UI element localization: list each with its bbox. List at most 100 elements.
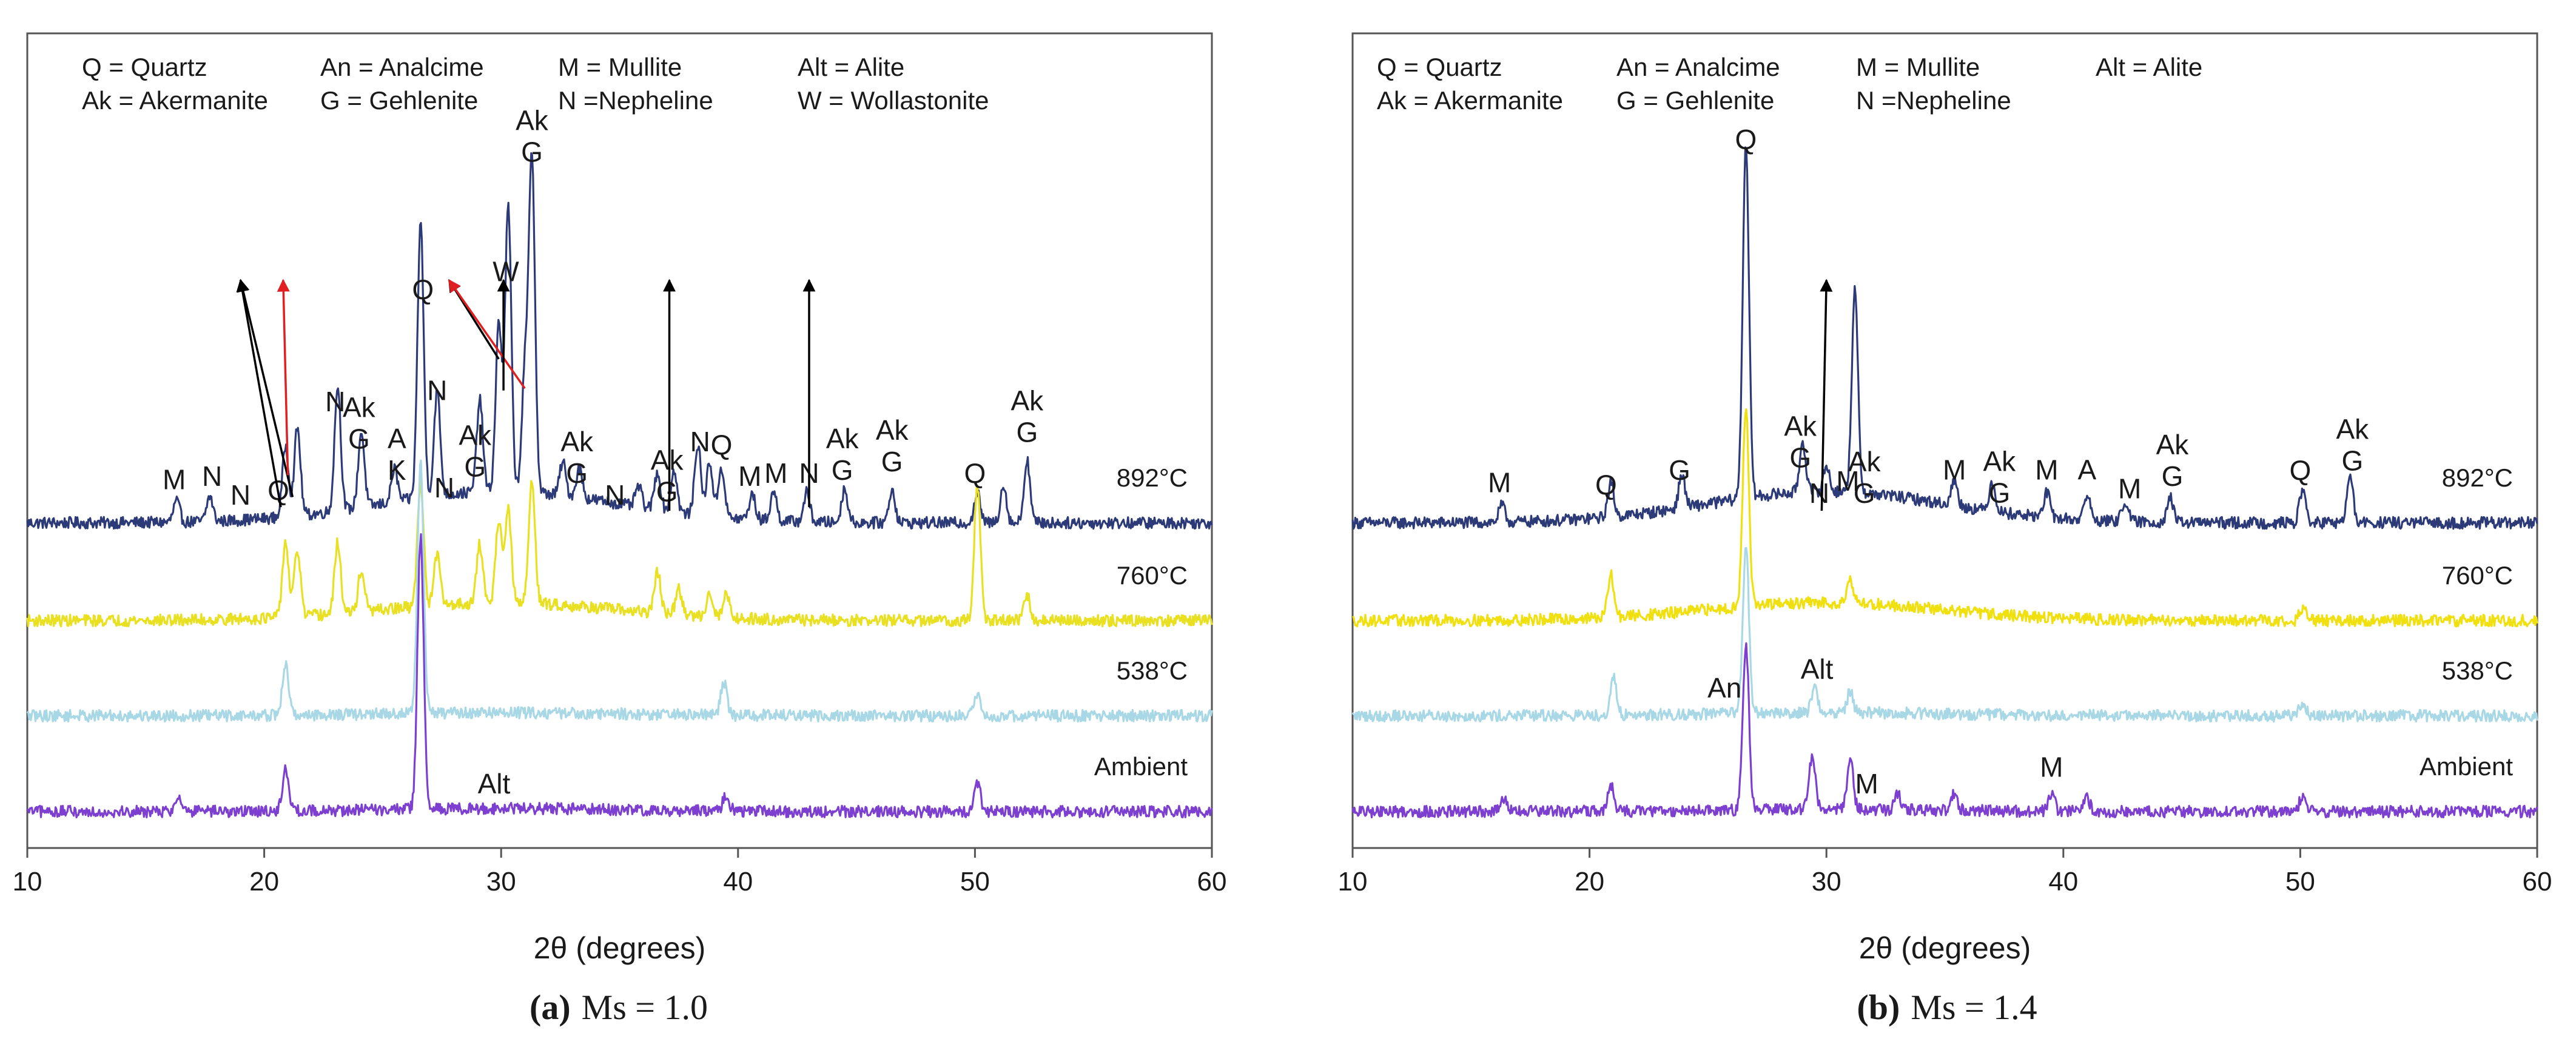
phase-label: G bbox=[2162, 460, 2184, 492]
phase-label: G bbox=[881, 446, 903, 477]
phase-label: An bbox=[1707, 672, 1741, 704]
annotation-arrow bbox=[237, 278, 294, 497]
legend-entry: W = Wollastonite bbox=[798, 86, 989, 115]
phase-label: M bbox=[163, 463, 186, 495]
legend-entry: An = Analcime bbox=[320, 53, 484, 81]
phase-label: A bbox=[388, 423, 406, 454]
x-tick-label: 40 bbox=[2048, 867, 2078, 897]
phase-label: N bbox=[434, 472, 454, 503]
x-tick-label: 60 bbox=[2523, 867, 2552, 897]
chart-panel-b: 10 20 30 40 50 60 2θ (degrees) (b) Ms = 1.4 Q = Q… bbox=[1338, 32, 2552, 1027]
legend-entry: Q = Quartz bbox=[1377, 53, 1502, 81]
phase-label: Ak bbox=[1848, 446, 1882, 477]
phase-label: Alt bbox=[478, 768, 511, 799]
phase-label: N bbox=[325, 386, 345, 417]
phase-label: Q bbox=[2290, 454, 2312, 486]
phase-label: N bbox=[202, 460, 222, 492]
x-tick-label: 20 bbox=[1575, 867, 1604, 897]
phase-label: Q bbox=[1735, 124, 1757, 155]
phase-label: M bbox=[764, 457, 787, 489]
figure-caption: (a) Ms = 1.0 bbox=[530, 988, 708, 1027]
series-line-538c bbox=[1351, 547, 2538, 723]
phase-label: M bbox=[2118, 473, 2141, 504]
caption-text: Ms = 1.4 bbox=[1911, 988, 2037, 1027]
series-label: 538°C bbox=[1117, 656, 1188, 685]
caption-label: (b) bbox=[1857, 988, 1900, 1027]
x-tick-label: 50 bbox=[2285, 867, 2315, 897]
legend-entry: An = Analcime bbox=[1616, 53, 1780, 81]
series-label: 892°C bbox=[2442, 463, 2513, 492]
phase-label: G bbox=[832, 454, 853, 486]
phase-label: M bbox=[1836, 465, 1859, 497]
phase-label: Ak bbox=[876, 414, 909, 446]
phase-label: G bbox=[1016, 417, 1038, 448]
phase-label: G bbox=[656, 476, 678, 508]
annotation-arrow bbox=[1820, 278, 1833, 511]
series-label: 538°C bbox=[2442, 656, 2513, 685]
phase-label: Ak bbox=[2336, 414, 2369, 445]
series-label: 760°C bbox=[2442, 561, 2513, 590]
phase-label: M bbox=[1943, 454, 1966, 486]
legend-entry: M = Mullite bbox=[1856, 53, 1980, 81]
phase-label: Ak bbox=[826, 423, 859, 454]
legend-entry: G = Gehlenite bbox=[320, 86, 478, 115]
phase-label: Alt bbox=[1801, 653, 1834, 685]
legend-entry: M = Mullite bbox=[558, 53, 682, 81]
legend-entry: N =Nepheline bbox=[558, 86, 713, 115]
phase-label: G bbox=[566, 457, 588, 489]
legend-entry: Alt = Alite bbox=[2096, 53, 2202, 81]
x-tick-label: 30 bbox=[486, 867, 516, 897]
phase-label: G bbox=[464, 451, 486, 483]
phase-label: Ak bbox=[1983, 446, 2016, 477]
phase-label: Ak bbox=[1784, 410, 1817, 442]
phase-label: K bbox=[388, 454, 406, 486]
phase-label: M bbox=[1855, 768, 1878, 799]
x-tick-label: 40 bbox=[723, 867, 753, 897]
phase-label: M bbox=[2035, 454, 2058, 486]
phase-label: Ak bbox=[560, 426, 594, 457]
phase-label: Q bbox=[964, 457, 986, 489]
panels: 10 20 30 40 50 60 2θ (degrees) (a) Ms = 1.0 Q = Q… bbox=[13, 32, 2552, 1027]
legend-entry: G = Gehlenite bbox=[1616, 86, 1774, 115]
phase-label: G bbox=[521, 136, 543, 168]
series-line-760c bbox=[26, 479, 1213, 628]
phase-label: W bbox=[493, 256, 519, 288]
phase-label: N bbox=[1809, 477, 1829, 509]
x-axis-label: 2θ (degrees) bbox=[534, 931, 706, 965]
phase-label: Ak bbox=[459, 420, 492, 451]
x-tick-label: 30 bbox=[1812, 867, 1841, 897]
phase-label: N bbox=[690, 426, 710, 457]
plot-frame bbox=[26, 32, 1213, 849]
phase-label: N bbox=[605, 479, 625, 511]
legend-entry: Alt = Alite bbox=[798, 53, 904, 81]
phase-label: M bbox=[738, 460, 761, 492]
phase-label: G bbox=[2341, 445, 2363, 477]
phase-label: Ak bbox=[343, 392, 376, 423]
series-line-892c bbox=[26, 152, 1213, 530]
phase-label: Q bbox=[412, 274, 434, 305]
chart-panel-a: 10 20 30 40 50 60 2θ (degrees) (a) Ms = 1.0 Q = Q… bbox=[13, 32, 1226, 1027]
series-line-892c bbox=[1351, 146, 2538, 530]
series-line-ambient bbox=[1351, 642, 2538, 819]
series-line-538c bbox=[26, 459, 1213, 723]
caption-text: Ms = 1.0 bbox=[582, 988, 708, 1027]
series-line-ambient bbox=[26, 533, 1213, 819]
legend-entry: Q = Quartz bbox=[82, 53, 207, 81]
series-line-760c bbox=[1352, 408, 2538, 628]
phase-label: Q bbox=[1595, 469, 1617, 500]
annotation-arrow bbox=[236, 278, 282, 508]
legend-entry: N =Nepheline bbox=[1856, 86, 2011, 115]
phase-label: N bbox=[427, 374, 447, 406]
phase-label: Ak bbox=[2156, 429, 2190, 460]
phase-label: Q bbox=[711, 429, 733, 460]
phase-label: G bbox=[1669, 454, 1690, 486]
legend-entry: Ak = Akermanite bbox=[1377, 86, 1563, 115]
phase-label: G bbox=[1988, 477, 2010, 509]
phase-label: M bbox=[1488, 466, 1511, 498]
phase-label: G bbox=[1854, 477, 1875, 509]
phase-label: M bbox=[2040, 751, 2063, 782]
legend-entry: Ak = Akermanite bbox=[82, 86, 268, 115]
phase-label: N bbox=[230, 479, 251, 511]
